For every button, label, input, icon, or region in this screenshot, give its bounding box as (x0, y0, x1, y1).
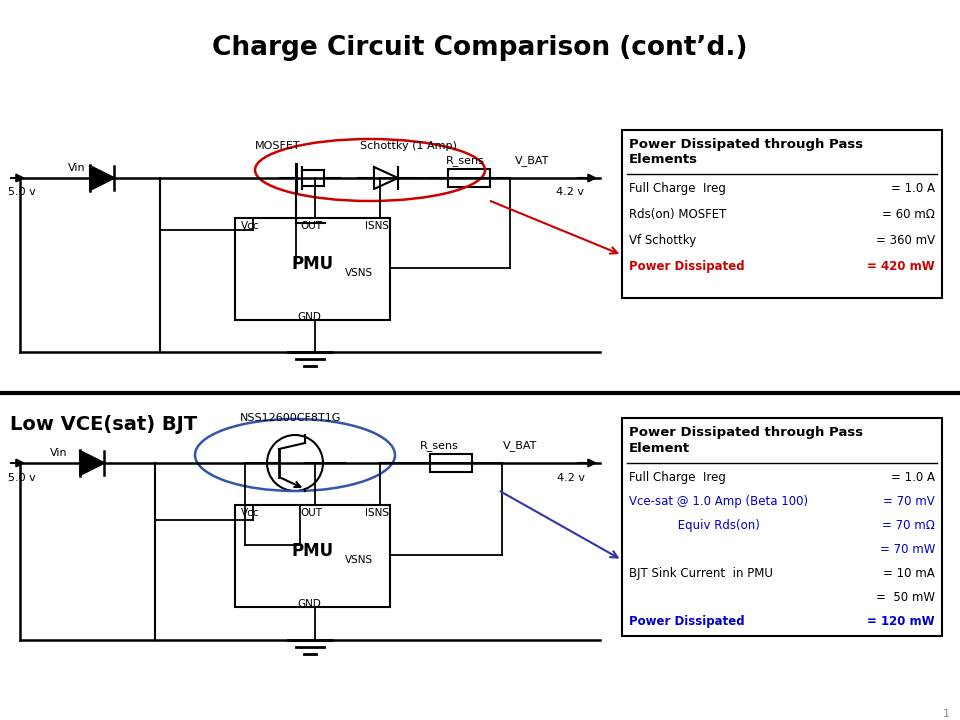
Text: Charge Circuit Comparison (cont’d.): Charge Circuit Comparison (cont’d.) (212, 35, 748, 61)
Polygon shape (80, 451, 104, 475)
Text: NSS12600CF8T1G: NSS12600CF8T1G (240, 413, 342, 423)
Text: Full Charge  Ireg: Full Charge Ireg (629, 471, 726, 484)
Text: V_BAT: V_BAT (515, 156, 549, 166)
Text: 4.2 v: 4.2 v (556, 187, 584, 197)
Text: Equiv Rds(on): Equiv Rds(on) (629, 519, 760, 532)
Text: OUT: OUT (300, 508, 322, 518)
Text: MOSFET: MOSFET (255, 141, 300, 151)
Text: Power Dissipated through Pass: Power Dissipated through Pass (629, 138, 863, 151)
Text: = 70 mΩ: = 70 mΩ (882, 519, 935, 532)
Text: = 70 mV: = 70 mV (883, 495, 935, 508)
Bar (430, 454, 472, 472)
Text: 5.0 v: 5.0 v (8, 473, 36, 483)
Text: Element: Element (629, 442, 690, 455)
Text: = 420 mW: = 420 mW (867, 260, 935, 273)
Text: OUT: OUT (300, 221, 322, 231)
Text: = 10 mA: = 10 mA (883, 567, 935, 580)
Text: = 1.0 A: = 1.0 A (891, 182, 935, 195)
Text: 1: 1 (943, 709, 950, 719)
Text: Power Dissipated: Power Dissipated (629, 615, 745, 628)
Bar (622, 130, 942, 298)
Text: 5.0 v: 5.0 v (8, 187, 36, 197)
Text: VSNS: VSNS (345, 268, 373, 278)
Text: = 70 mW: = 70 mW (879, 543, 935, 556)
Polygon shape (90, 166, 114, 190)
Text: = 360 mV: = 360 mV (876, 234, 935, 247)
Text: ISNS: ISNS (365, 508, 389, 518)
Text: Rds(on) MOSFET: Rds(on) MOSFET (629, 208, 727, 221)
Text: GND: GND (298, 599, 322, 609)
Text: Vf Schottky: Vf Schottky (629, 234, 696, 247)
Text: Vcc: Vcc (241, 221, 259, 231)
Text: ISNS: ISNS (365, 221, 389, 231)
Text: PMU: PMU (292, 255, 333, 273)
Text: Vin: Vin (68, 163, 85, 173)
Text: VSNS: VSNS (345, 555, 373, 565)
Text: Power Dissipated: Power Dissipated (629, 260, 745, 273)
Text: Elements: Elements (629, 153, 698, 166)
Text: = 120 mW: = 120 mW (868, 615, 935, 628)
Text: 4.2 v: 4.2 v (557, 473, 585, 483)
Text: Vin: Vin (50, 448, 67, 458)
Text: R_sens: R_sens (420, 441, 459, 451)
Text: =  50 mW: = 50 mW (876, 591, 935, 604)
Text: PMU: PMU (292, 542, 333, 560)
Text: Full Charge  Ireg: Full Charge Ireg (629, 182, 726, 195)
Text: Power Dissipated through Pass: Power Dissipated through Pass (629, 426, 863, 439)
Bar (448, 169, 490, 187)
Bar (235, 505, 390, 607)
Text: GND: GND (298, 312, 322, 322)
Text: Vcc: Vcc (241, 508, 259, 518)
Bar (622, 418, 942, 636)
Text: Vce-sat @ 1.0 Amp (Beta 100): Vce-sat @ 1.0 Amp (Beta 100) (629, 495, 808, 508)
Text: Schottky (1 Amp): Schottky (1 Amp) (360, 141, 457, 151)
Text: = 60 mΩ: = 60 mΩ (882, 208, 935, 221)
Bar (235, 218, 390, 320)
Text: = 1.0 A: = 1.0 A (891, 471, 935, 484)
Text: BJT Sink Current  in PMU: BJT Sink Current in PMU (629, 567, 773, 580)
Text: R_sens: R_sens (446, 156, 485, 166)
Text: V_BAT: V_BAT (503, 441, 538, 451)
Text: Low VCE(sat) BJT: Low VCE(sat) BJT (10, 415, 197, 434)
